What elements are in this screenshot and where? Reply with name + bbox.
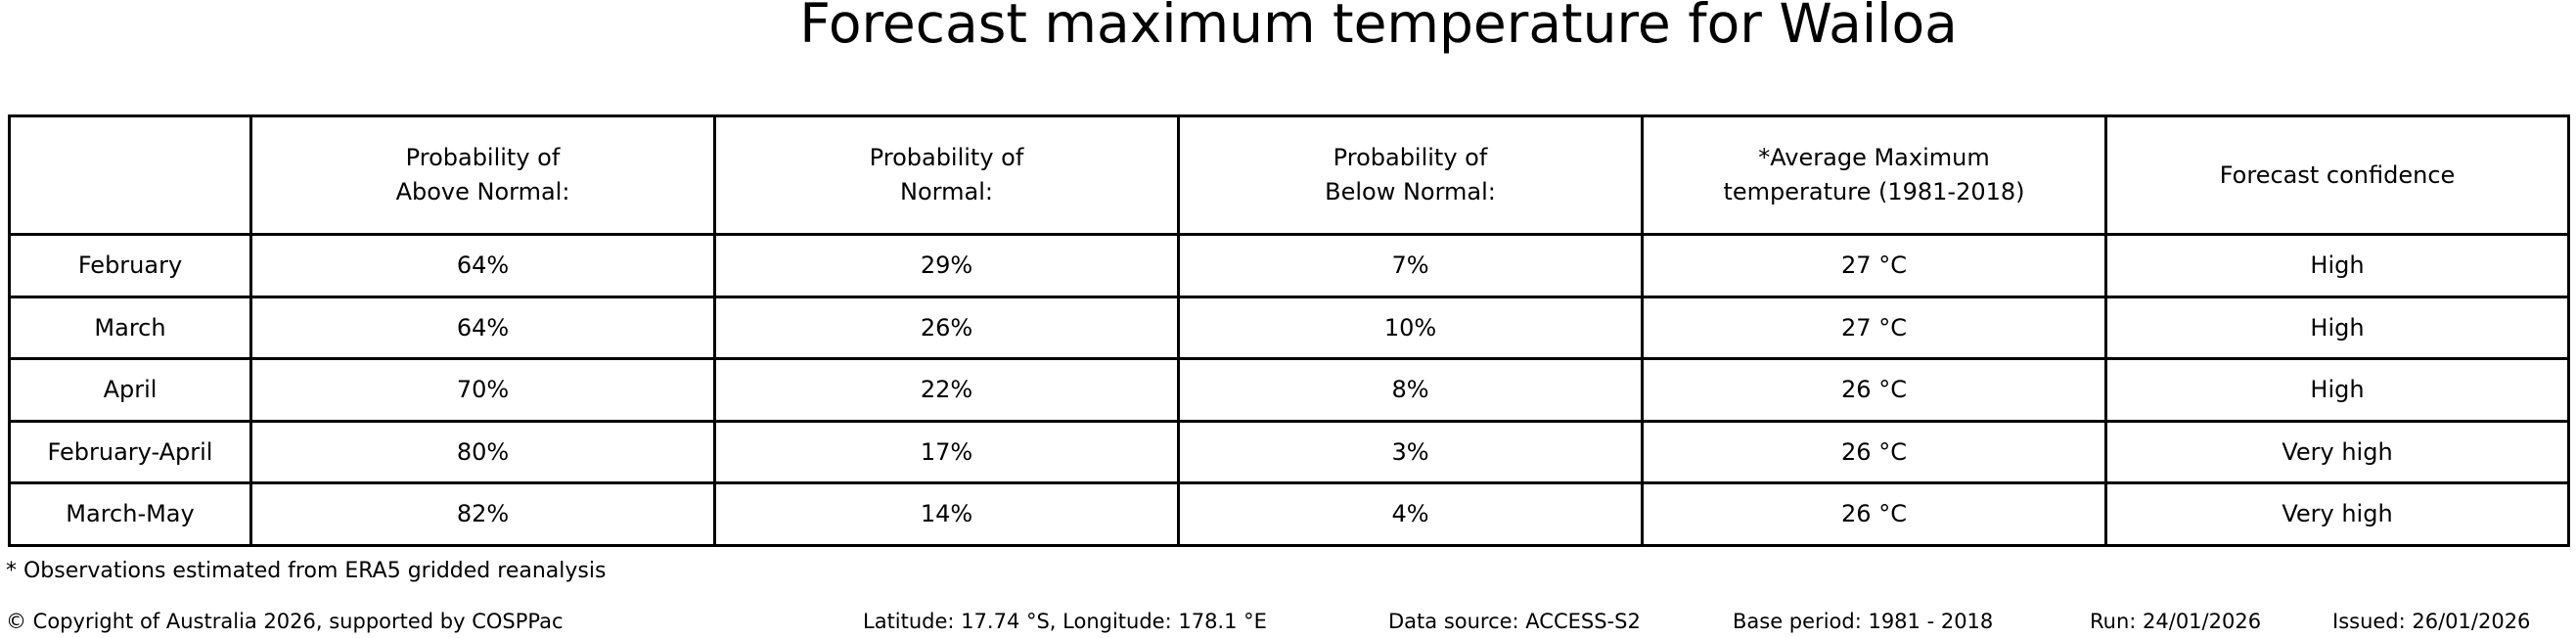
- data-source-label: Data source: ACCESS-S2: [1388, 610, 1641, 633]
- table-row: April 70% 22% 8% 26 °C High: [8, 357, 2570, 423]
- avg-max-temp-cell: 26 °C: [1641, 357, 2107, 423]
- normal-cell: 14%: [713, 481, 1180, 547]
- run-date-label: Run: 24/01/2026: [2090, 610, 2262, 633]
- above-normal-cell: 64%: [249, 233, 716, 298]
- above-normal-cell: 82%: [249, 481, 716, 547]
- issued-date-label: Issued: 26/01/2026: [2332, 610, 2531, 633]
- confidence-cell: High: [2104, 295, 2570, 360]
- avg-max-temp-cell: 27 °C: [1641, 295, 2107, 360]
- avg-max-temp-cell: 26 °C: [1641, 419, 2107, 484]
- table-row: March 64% 26% 10% 27 °C High: [8, 295, 2570, 360]
- normal-cell: 22%: [713, 357, 1180, 423]
- column-header-avg-max-temp: *Average Maximum temperature (1981-2018): [1641, 114, 2107, 236]
- table-row: March-May 82% 14% 4% 26 °C Very high: [8, 481, 2570, 547]
- row-label: March: [8, 295, 252, 360]
- above-normal-cell: 80%: [249, 419, 716, 484]
- table-header-row: Probability of Above Normal: Probability…: [8, 114, 2570, 236]
- base-period-label: Base period: 1981 - 2018: [1733, 610, 1994, 633]
- forecast-table: Probability of Above Normal: Probability…: [8, 114, 2570, 547]
- row-label: February: [8, 233, 252, 298]
- page-title: Forecast maximum temperature for Wailoa: [799, 0, 1958, 55]
- column-header-normal: Probability of Normal:: [713, 114, 1180, 236]
- copyright-text: © Copyright of Australia 2026, supported…: [6, 610, 564, 633]
- observations-footnote: * Observations estimated from ERA5 gridd…: [6, 559, 607, 583]
- table-row: February-April 80% 17% 3% 26 °C Very hig…: [8, 419, 2570, 484]
- normal-cell: 26%: [713, 295, 1180, 360]
- normal-cell: 29%: [713, 233, 1180, 298]
- normal-cell: 17%: [713, 419, 1180, 484]
- column-header-above-normal: Probability of Above Normal:: [249, 114, 716, 236]
- row-label: March-May: [8, 481, 252, 547]
- confidence-cell: Very high: [2104, 419, 2570, 484]
- below-normal-cell: 8%: [1177, 357, 1644, 423]
- below-normal-cell: 7%: [1177, 233, 1644, 298]
- above-normal-cell: 70%: [249, 357, 716, 423]
- confidence-cell: Very high: [2104, 481, 2570, 547]
- table-row: February 64% 29% 7% 27 °C High: [8, 233, 2570, 298]
- below-normal-cell: 3%: [1177, 419, 1644, 484]
- column-header-below-normal: Probability of Below Normal:: [1177, 114, 1644, 236]
- below-normal-cell: 10%: [1177, 295, 1644, 360]
- forecast-table-container: Probability of Above Normal: Probability…: [8, 114, 2570, 547]
- avg-max-temp-cell: 27 °C: [1641, 233, 2107, 298]
- confidence-cell: High: [2104, 233, 2570, 298]
- above-normal-cell: 64%: [249, 295, 716, 360]
- below-normal-cell: 4%: [1177, 481, 1644, 547]
- column-header-forecast-confidence: Forecast confidence: [2104, 114, 2570, 236]
- row-label: February-April: [8, 419, 252, 484]
- avg-max-temp-cell: 26 °C: [1641, 481, 2107, 547]
- empty-corner-cell: [8, 114, 252, 236]
- confidence-cell: High: [2104, 357, 2570, 423]
- row-label: April: [8, 357, 252, 423]
- location-coordinates: Latitude: 17.74 °S, Longitude: 178.1 °E: [863, 610, 1267, 633]
